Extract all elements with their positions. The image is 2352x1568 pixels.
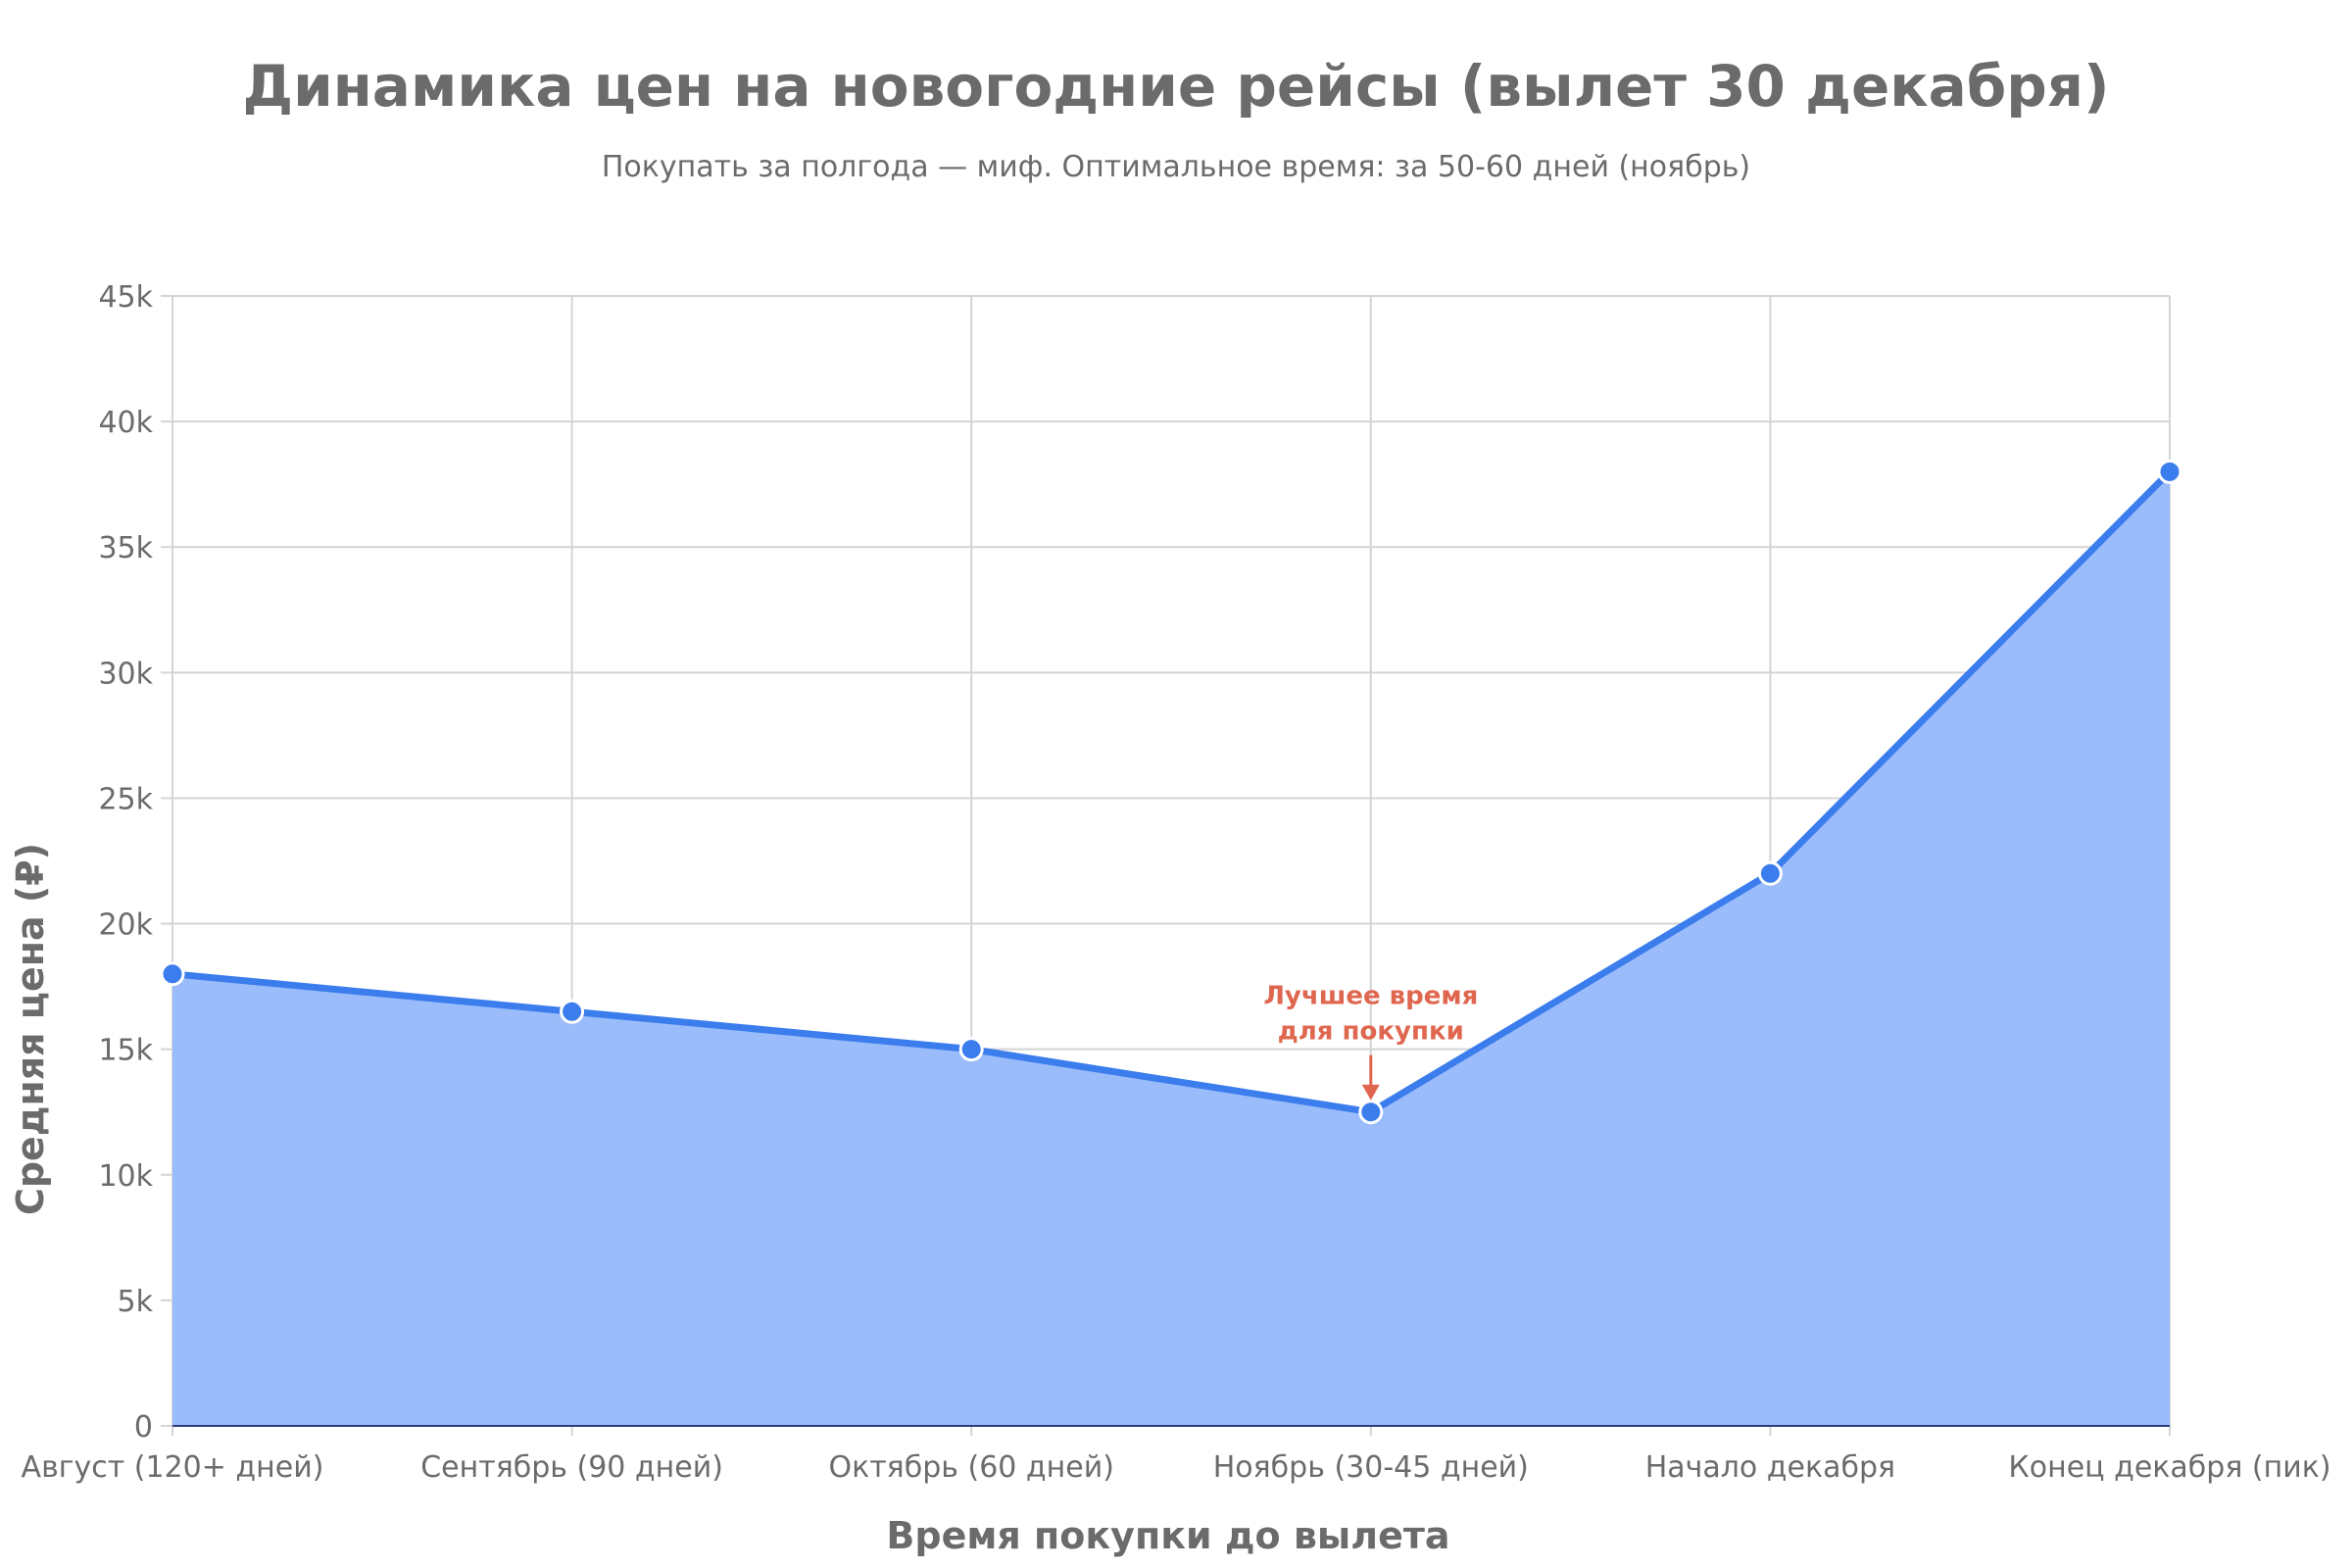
- y-tick-label: 20k: [98, 908, 153, 943]
- annotation-arrow-head: [1361, 1084, 1380, 1101]
- data-points: [160, 459, 2182, 1125]
- x-tick-label: Сентябрь (90 дней): [420, 1450, 723, 1485]
- x-axis-title: Время покупки до вылета: [886, 1514, 1449, 1557]
- y-tick-label: 15k: [98, 1034, 153, 1068]
- y-tick-label: 5k: [118, 1285, 154, 1319]
- data-point: [160, 961, 185, 987]
- y-axis-title: Средняя цена (₽): [9, 843, 52, 1215]
- annotation-line-2: для покупки: [1278, 1017, 1464, 1047]
- annotation: Лучшее время для покупки: [1263, 982, 1478, 1101]
- y-tick-label: 40k: [98, 406, 153, 440]
- y-tick-label: 0: [134, 1410, 153, 1445]
- chart-title: Динамика цен на новогодние рейсы (вылет …: [242, 53, 2109, 120]
- x-tick-label: Август (120+ дней): [22, 1450, 324, 1485]
- data-point: [1757, 860, 1783, 886]
- x-tick-label: Начало декабря: [1645, 1450, 1895, 1485]
- x-tick-label: Ноябрь (30-45 дней): [1213, 1450, 1529, 1485]
- axes: [161, 295, 2171, 1436]
- y-tick-label: 30k: [98, 657, 153, 691]
- x-tick-label: Конец декабря (пик): [2008, 1450, 2330, 1485]
- chart-subtitle: Покупать за полгода — миф. Оптимальное в…: [602, 150, 1750, 184]
- tick-labels: 0 5k 10k 15k 20k 25k 30k 35k 40k 45k Август (120+ …: [22, 280, 2331, 1485]
- y-tick-label: 35k: [98, 531, 153, 565]
- y-tick-label: 25k: [98, 782, 153, 816]
- annotation-line-1: Лучшее время: [1263, 982, 1478, 1011]
- y-tick-label: 45k: [98, 280, 153, 315]
- data-point: [2157, 459, 2182, 484]
- data-point: [958, 1037, 984, 1062]
- y-tick-label: 10k: [98, 1159, 153, 1194]
- x-tick-label: Октябрь (60 дней): [828, 1450, 1113, 1485]
- data-point: [560, 999, 585, 1024]
- area-fill: [172, 471, 2170, 1426]
- area-layer: [169, 467, 2174, 1426]
- data-point: [1358, 1100, 1384, 1125]
- series-line: [169, 467, 2174, 1116]
